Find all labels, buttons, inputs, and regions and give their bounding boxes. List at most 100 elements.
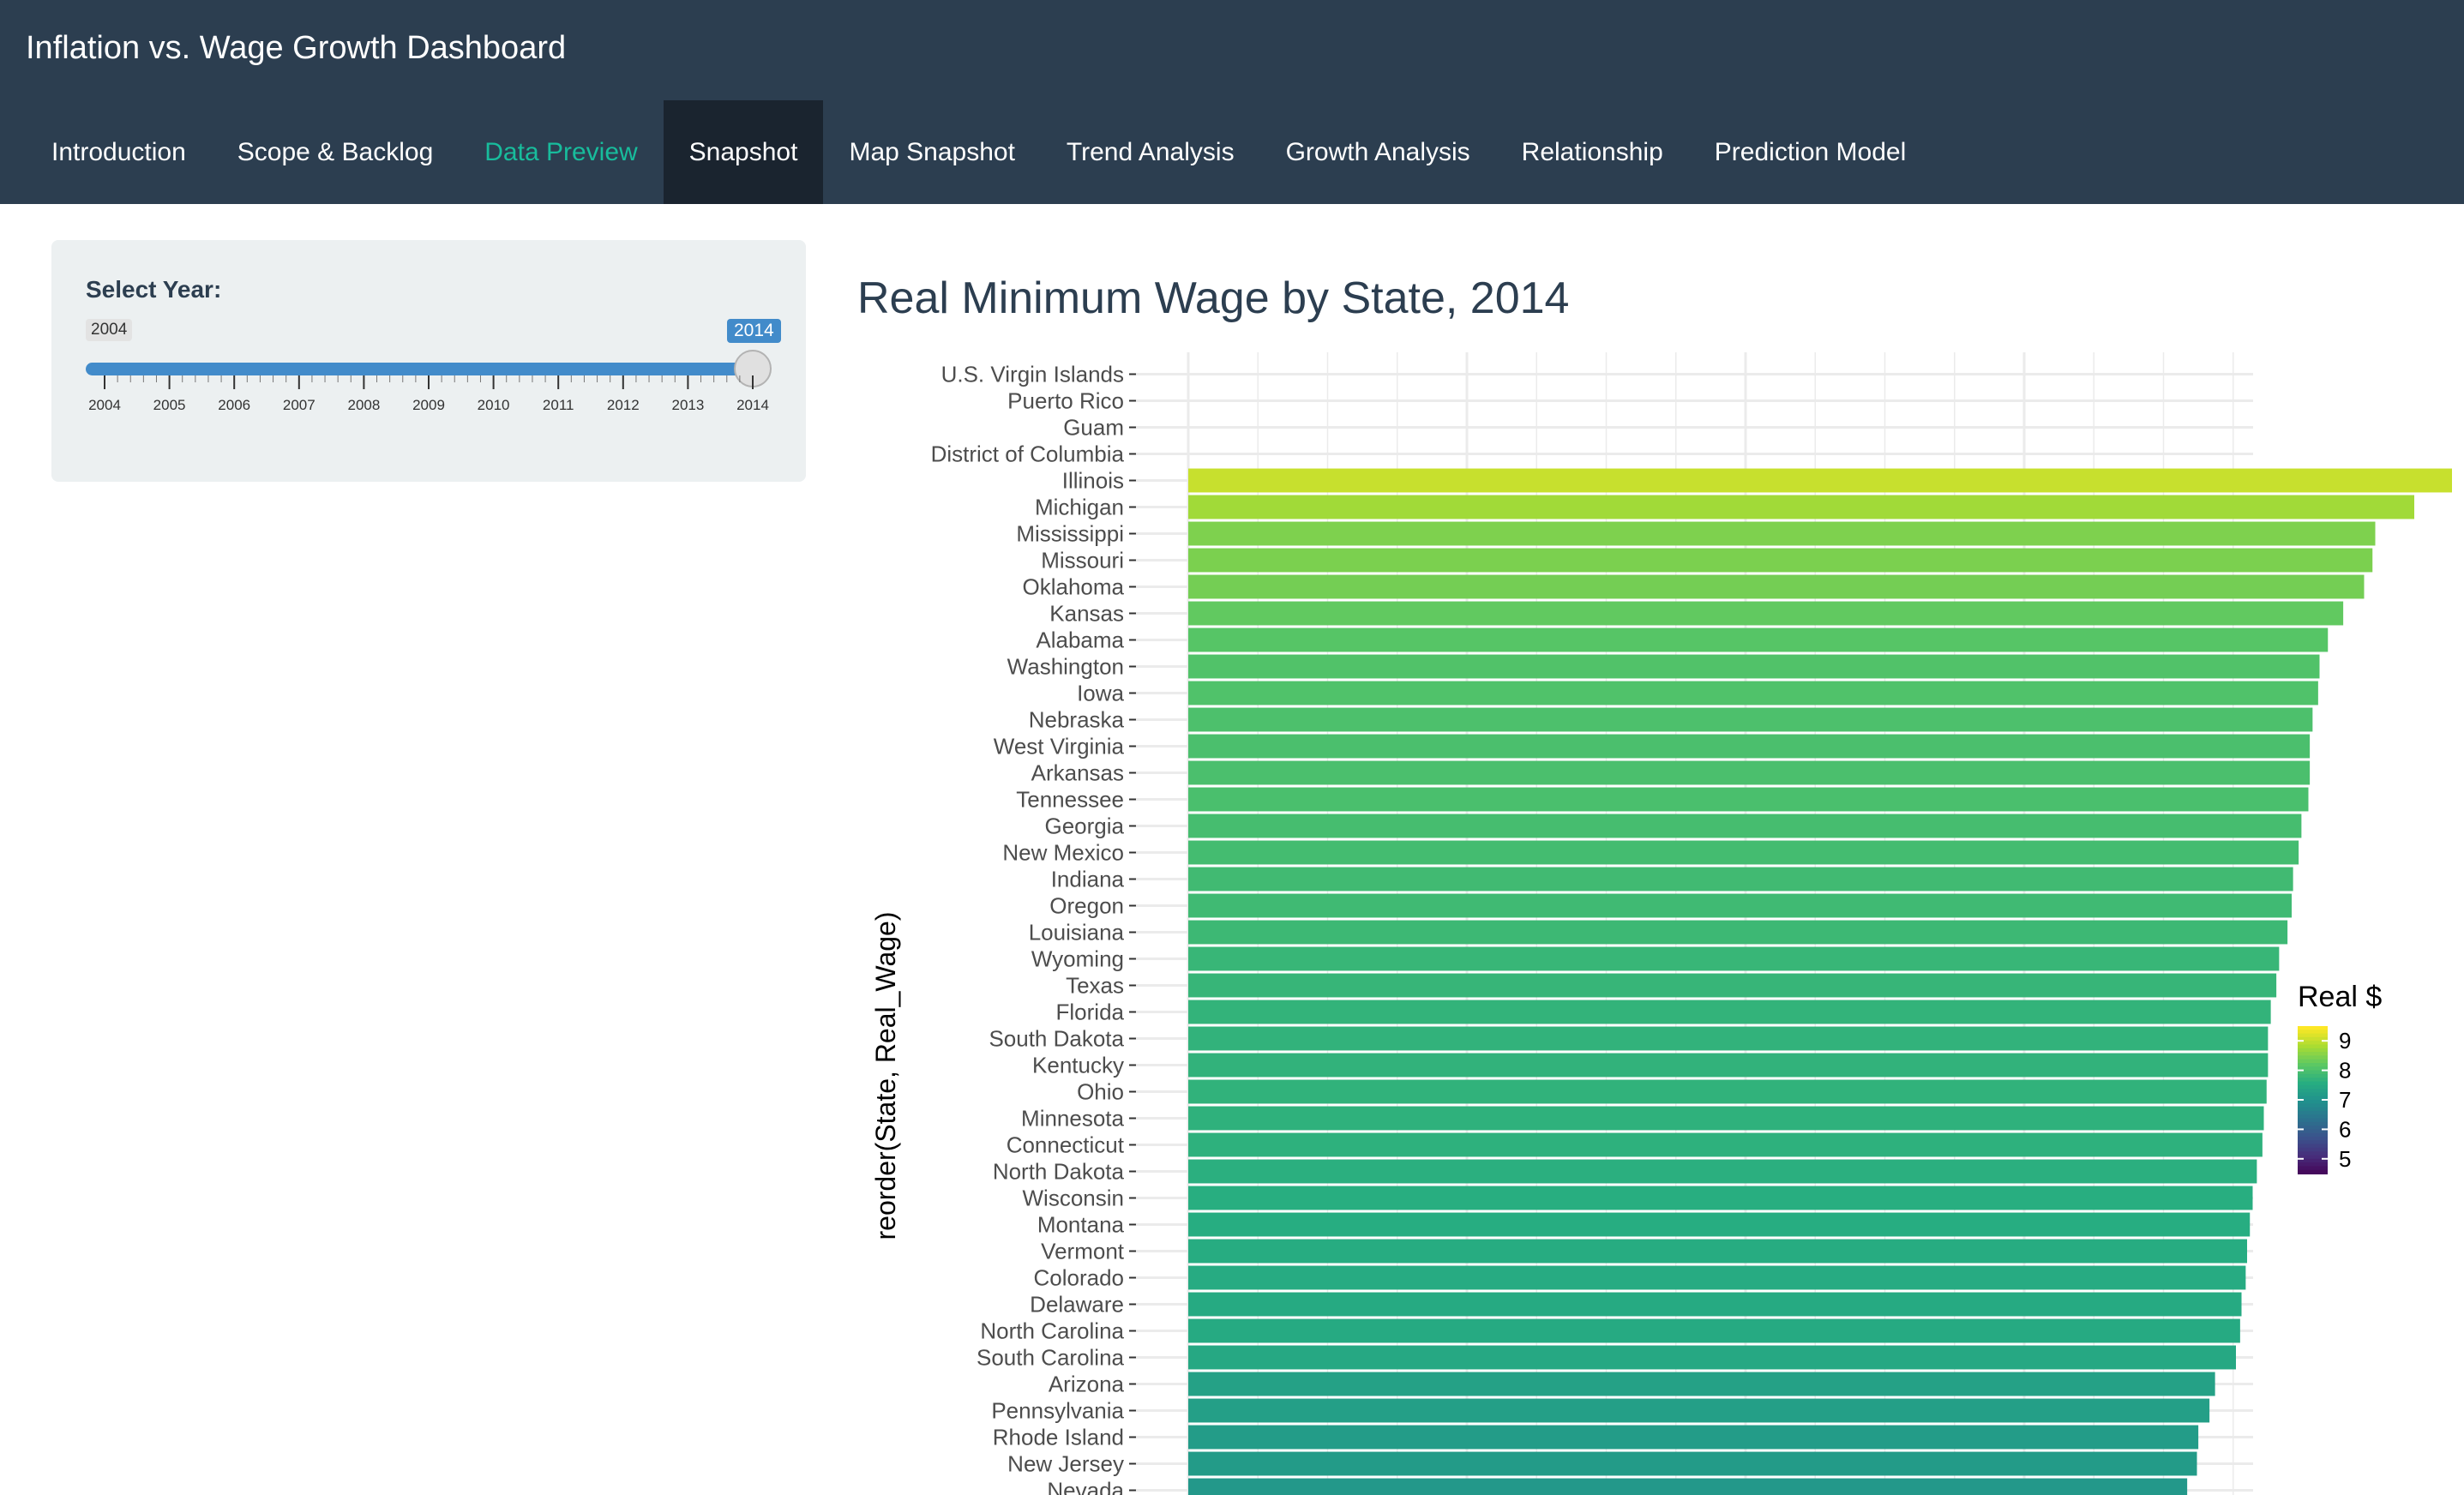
tab-map-snapshot[interactable]: Map Snapshot — [849, 138, 1015, 166]
year-select-label: Select Year: — [86, 276, 222, 303]
bar — [1188, 1425, 2199, 1450]
y-tick-label: New Jersey — [1007, 1451, 1124, 1477]
legend-color-step — [2298, 1081, 2328, 1086]
bar — [1188, 734, 2311, 759]
slider-tick-label: 2012 — [607, 397, 640, 413]
y-tick-label: Illinois — [1062, 468, 1124, 494]
y-tick-label: Washington — [1007, 654, 1124, 680]
legend-color-step — [2298, 1110, 2328, 1116]
tab-relationship[interactable]: Relationship — [1521, 138, 1663, 166]
bar — [1188, 946, 2280, 971]
y-tick-label: Nebraska — [1029, 707, 1125, 733]
bar — [1188, 973, 2277, 998]
y-tick-label: South Dakota — [989, 1026, 1124, 1052]
tab-trend-analysis[interactable]: Trend Analysis — [1066, 138, 1235, 166]
legend-tick-label: 9 — [2339, 1028, 2351, 1054]
y-tick-label: Iowa — [1077, 681, 1124, 706]
y-tick-label: Louisiana — [1029, 920, 1125, 946]
bar — [1188, 574, 2365, 599]
legend-color-step — [2298, 1129, 2328, 1134]
legend-color-step — [2298, 1140, 2328, 1145]
bar — [1188, 521, 2376, 546]
y-tick-label: South Carolina — [977, 1345, 1125, 1371]
bar — [1188, 1053, 2269, 1078]
y-tick-label: Tennessee — [1016, 787, 1124, 813]
legend-color-step — [2298, 1096, 2328, 1101]
bar — [1188, 1186, 2253, 1210]
legend-color-step — [2298, 1169, 2328, 1174]
legend-color-step — [2298, 1063, 2328, 1068]
bar — [1188, 627, 2329, 652]
bar — [1188, 707, 2313, 732]
slider-tick-label: 2013 — [671, 397, 704, 413]
bar — [1188, 1292, 2242, 1317]
legend-color-step — [2298, 1059, 2328, 1064]
legend-color-step — [2298, 1144, 2328, 1149]
bar — [1188, 1106, 2264, 1131]
legend-color-step — [2298, 1162, 2328, 1168]
y-tick-label: New Mexico — [1002, 840, 1124, 866]
legend-tick-label: 8 — [2339, 1058, 2351, 1084]
bar — [1188, 1265, 2246, 1290]
y-tick-label: Oklahoma — [1023, 574, 1125, 600]
y-tick-label: Wisconsin — [1023, 1186, 1124, 1211]
y-tick-label: Montana — [1037, 1212, 1125, 1238]
bar — [1188, 681, 2318, 705]
legend-color-step — [2298, 1066, 2328, 1072]
bar — [1188, 1000, 2271, 1024]
legend-color-step — [2298, 1055, 2328, 1060]
legend-tick-label: 6 — [2339, 1116, 2351, 1142]
slider-value-label: 2014 — [727, 319, 781, 343]
y-tick-label: Missouri — [1041, 548, 1124, 573]
y-tick-label: U.S. Virgin Islands — [941, 362, 1124, 387]
bar — [1188, 840, 2299, 865]
y-tick-label: Puerto Rico — [1007, 388, 1124, 414]
tab-snapshot[interactable]: Snapshot — [663, 100, 824, 204]
tab-scope-backlog[interactable]: Scope & Backlog — [237, 138, 434, 166]
y-tick-label: Florida — [1056, 1000, 1125, 1025]
slider-tick-label: 2009 — [412, 397, 445, 413]
slider-track[interactable] — [86, 363, 754, 375]
y-tick-label: Nevada — [1047, 1478, 1124, 1495]
slider-tick-label: 2008 — [347, 397, 380, 413]
bar — [1188, 760, 2311, 785]
bar — [1188, 601, 2344, 626]
y-tick-label: Kentucky — [1032, 1053, 1124, 1078]
bar — [1188, 867, 2293, 892]
chart-title: Real Minimum Wage by State, 2014 — [857, 273, 1570, 323]
legend-color-step — [2298, 1048, 2328, 1054]
y-tick-label: Arizona — [1049, 1372, 1125, 1397]
bar — [1188, 920, 2288, 945]
y-tick-label: District of Columbia — [931, 441, 1125, 467]
legend-color-step — [2298, 1041, 2328, 1046]
y-tick-label: Wyoming — [1031, 946, 1124, 972]
tab-growth-analysis[interactable]: Growth Analysis — [1285, 138, 1470, 166]
tab-data-preview[interactable]: Data Preview — [484, 138, 638, 166]
y-tick-label: Texas — [1066, 973, 1124, 999]
legend-color-step — [2298, 1033, 2328, 1038]
legend-color-step — [2298, 1107, 2328, 1112]
y-tick-label: North Dakota — [993, 1159, 1125, 1185]
bar — [1188, 1159, 2257, 1184]
y-tick-label: West Virginia — [994, 734, 1125, 760]
sidebar-panel — [51, 240, 806, 482]
y-tick-label: Oregon — [1049, 893, 1124, 919]
legend-color-step — [2298, 1126, 2328, 1131]
legend-color-step — [2298, 1026, 2328, 1031]
tab-prediction-model[interactable]: Prediction Model — [1714, 138, 1907, 166]
bar — [1188, 1372, 2215, 1396]
bar — [1188, 1239, 2247, 1264]
app-title: Inflation vs. Wage Growth Dashboard — [26, 30, 567, 66]
legend-color-step — [2298, 1166, 2328, 1171]
tab-introduction[interactable]: Introduction — [51, 138, 186, 166]
legend-color-step — [2298, 1089, 2328, 1094]
legend-tick-label: 5 — [2339, 1146, 2351, 1172]
slider-tick-label: 2007 — [283, 397, 316, 413]
legend-color-step — [2298, 1137, 2328, 1142]
y-tick-label: Ohio — [1077, 1079, 1124, 1105]
bar — [1188, 814, 2302, 838]
year-slider[interactable]: 2004 2014 2004 2005 2006 2007 2008 2009 2010 20… — [86, 317, 781, 420]
y-tick-label: Mississippi — [1016, 521, 1124, 547]
y-tick-label: Arkansas — [1031, 760, 1124, 786]
